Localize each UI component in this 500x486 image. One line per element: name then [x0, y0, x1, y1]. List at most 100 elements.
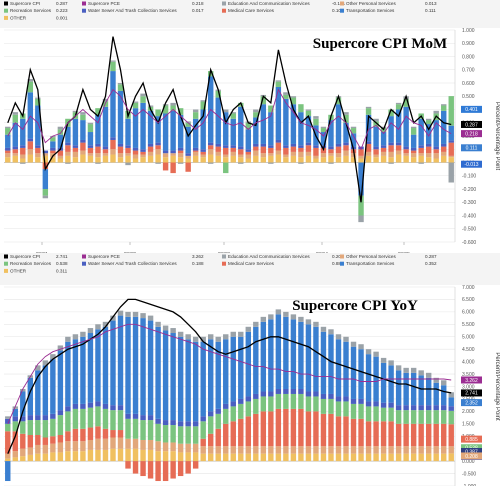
- bar-segment: [418, 162, 424, 164]
- bar-segment: [42, 415, 49, 421]
- bar-segment: [268, 396, 274, 412]
- bar-segment: [253, 321, 259, 327]
- bar-segment: [365, 143, 372, 152]
- bar-segment: [410, 153, 417, 158]
- bar-segment: [350, 157, 357, 163]
- bar-segment: [110, 139, 116, 150]
- bar-segment: [230, 145, 236, 148]
- bar-segment: [418, 147, 424, 154]
- bar-segment: [365, 151, 372, 156]
- bar-segment: [343, 453, 349, 462]
- bar-segment: [50, 157, 56, 163]
- bar-segment: [448, 397, 454, 407]
- bar-segment: [343, 122, 349, 143]
- bar-segment: [365, 406, 372, 422]
- bar-segment: [298, 446, 304, 454]
- bar-segment: [425, 157, 432, 163]
- legend-label: Supercore CPI: [10, 254, 40, 259]
- bar-segment: [162, 461, 169, 482]
- bar-segment: [245, 151, 251, 155]
- bar-segment: [102, 408, 109, 429]
- bar-segment: [27, 447, 34, 455]
- bar-segment: [433, 446, 439, 454]
- y-tick-label: 0.000: [462, 459, 475, 465]
- bar-segment: [230, 113, 236, 119]
- legend-label: Transportation Services: [346, 8, 395, 13]
- bar-segment: [380, 147, 387, 152]
- bar-segment: [260, 96, 267, 105]
- bar-segment: [328, 149, 334, 154]
- value-flag: [461, 435, 482, 443]
- bar-segment: [200, 100, 206, 102]
- bar-segment: [268, 147, 274, 154]
- legend-value: 3.262: [192, 254, 204, 259]
- bar-segment: [448, 410, 454, 425]
- bar-segment: [343, 396, 349, 402]
- legend-swatch: [4, 254, 8, 259]
- bar-segment: [350, 126, 357, 129]
- bar-segment: [12, 408, 18, 417]
- bar-segment: [298, 112, 304, 146]
- bar-segment: [170, 420, 176, 426]
- bar-segment: [373, 446, 379, 454]
- bar-segment: [35, 145, 41, 148]
- bar-segment: [395, 370, 402, 406]
- y-tick-label: -0.100: [462, 174, 476, 180]
- bar-segment: [223, 145, 229, 148]
- bar-segment: [373, 149, 379, 155]
- bar-segment: [441, 146, 447, 152]
- bar-segment: [20, 147, 26, 155]
- bar-segment: [5, 418, 11, 424]
- bar-segment: [335, 146, 342, 154]
- bar-segment: [65, 411, 71, 432]
- bar-segment: [170, 328, 176, 334]
- bar-segment: [403, 367, 409, 373]
- bar-segment: [42, 360, 49, 366]
- bar-segment: [433, 410, 439, 424]
- bar-segment: [290, 388, 297, 394]
- legend-value: 0.111: [425, 8, 436, 13]
- bar-segment: [125, 153, 131, 156]
- bar-segment: [200, 101, 206, 110]
- bar-segment: [140, 313, 146, 319]
- legend-value: 0.311: [56, 268, 68, 273]
- bar-segment: [313, 396, 319, 412]
- bar-segment: [448, 157, 454, 163]
- bar-segment: [395, 365, 402, 371]
- bar-segment: [230, 406, 236, 422]
- bar-segment: [290, 146, 297, 152]
- bar-segment: [65, 142, 71, 146]
- bar-segment: [373, 421, 379, 447]
- legend-swatch: [4, 15, 8, 20]
- bar-segment: [57, 150, 64, 156]
- bar-segment: [365, 155, 372, 163]
- bar-segment: [441, 155, 447, 163]
- bar-segment: [283, 311, 289, 317]
- bar-segment: [441, 151, 447, 156]
- legend-swatch: [340, 8, 344, 13]
- bar-segment: [328, 446, 334, 454]
- bar-segment: [5, 453, 11, 459]
- bar-segment: [365, 108, 372, 115]
- bar-segment: [290, 408, 297, 447]
- bar-segment: [155, 149, 161, 155]
- bar-segment: [65, 451, 71, 462]
- bar-segment: [448, 446, 454, 454]
- bar-segment: [110, 137, 116, 140]
- bar-segment: [147, 449, 154, 462]
- y-tick-label: 1.500: [462, 422, 475, 428]
- bar-segment: [132, 448, 139, 462]
- legend-value: 0.218: [192, 1, 204, 6]
- value-flag-label: -0.013: [464, 162, 478, 168]
- bar-segment: [350, 341, 357, 347]
- bar-segment: [320, 157, 327, 163]
- bar-segment: [140, 318, 146, 416]
- bar-segment: [80, 154, 86, 163]
- legend-value: 0.188: [192, 261, 204, 266]
- series-line: [7, 323, 452, 424]
- bar-segment: [305, 396, 312, 412]
- bar-segment: [335, 97, 342, 105]
- bar-segment: [395, 142, 402, 146]
- bar-segment: [365, 354, 372, 402]
- legend-label: OTHER: [10, 268, 27, 273]
